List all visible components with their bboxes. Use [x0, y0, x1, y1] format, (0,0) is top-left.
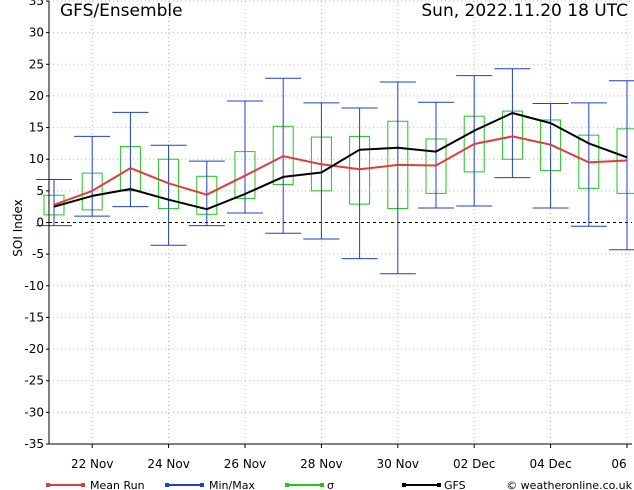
- y-tick-label: 35: [29, 0, 44, 8]
- y-tick-label: 10: [29, 152, 44, 166]
- legend-label-min-max: Min/Max: [209, 479, 255, 490]
- y-tick-label: -25: [24, 374, 44, 388]
- y-tick-label: -30: [24, 405, 44, 419]
- run-timestamp: Sun, 2022.11.20 18 UTC: [421, 1, 628, 21]
- series-lines: [53, 112, 628, 211]
- legend-label-mean-run: Mean Run: [90, 479, 145, 490]
- legend-item-mean-run: Mean Run: [46, 479, 145, 490]
- min-max-bars: [36, 68, 634, 275]
- legend-label-gfs: GFS: [444, 479, 466, 490]
- y-tick-label: 20: [29, 89, 44, 103]
- legend-label-sigma: σ: [327, 479, 334, 490]
- y-tick-label: 5: [36, 184, 44, 198]
- axes: [46, 0, 632, 448]
- x-tick-label: 02 Dec: [453, 457, 495, 471]
- y-axis-label: SOI Index: [11, 199, 25, 256]
- legend: Mean Run Min/Max σ GFS © weatheronline.c…: [46, 479, 633, 490]
- y-tick-label: -35: [24, 437, 44, 451]
- y-tick-labels: -35 -30 -25 -20 -15 -10 -5 0 5 10 15 20 25 30 35: [24, 0, 44, 451]
- y-tick-label: -20: [24, 342, 44, 356]
- x-tick-labels: 22 Nov 24 Nov 26 Nov 28 Nov 30 Nov 02 Dec 04 D…: [71, 457, 627, 471]
- legend-item-min-max: Min/Max: [165, 479, 255, 490]
- x-tick-label: 30 Nov: [377, 457, 420, 471]
- x-tick-label: 22 Nov: [71, 457, 114, 471]
- chart-title: GFS/Ensemble: [60, 1, 183, 21]
- y-tick-label: 15: [29, 121, 44, 135]
- x-tick-label: 24 Nov: [147, 457, 190, 471]
- legend-item-gfs: GFS: [402, 479, 466, 490]
- y-tick-label: -15: [24, 310, 44, 324]
- y-tick-label: -5: [32, 247, 44, 261]
- y-tick-label: -10: [24, 279, 44, 293]
- legend-item-sigma: σ: [285, 479, 334, 490]
- x-tick-label: 06: [611, 457, 626, 471]
- y-tick-label: 30: [29, 26, 44, 40]
- y-tick-label: 0: [36, 216, 44, 230]
- x-tick-label: 26 Nov: [224, 457, 267, 471]
- credit-text: © weatheronline.co.uk: [506, 479, 632, 490]
- mean-run-line: [53, 135, 628, 206]
- grid: [49, 0, 632, 445]
- x-tick-label: 28 Nov: [300, 457, 343, 471]
- x-tick-label: 04 Dec: [529, 457, 571, 471]
- y-tick-label: 25: [29, 57, 44, 71]
- gfs-line: [53, 112, 628, 211]
